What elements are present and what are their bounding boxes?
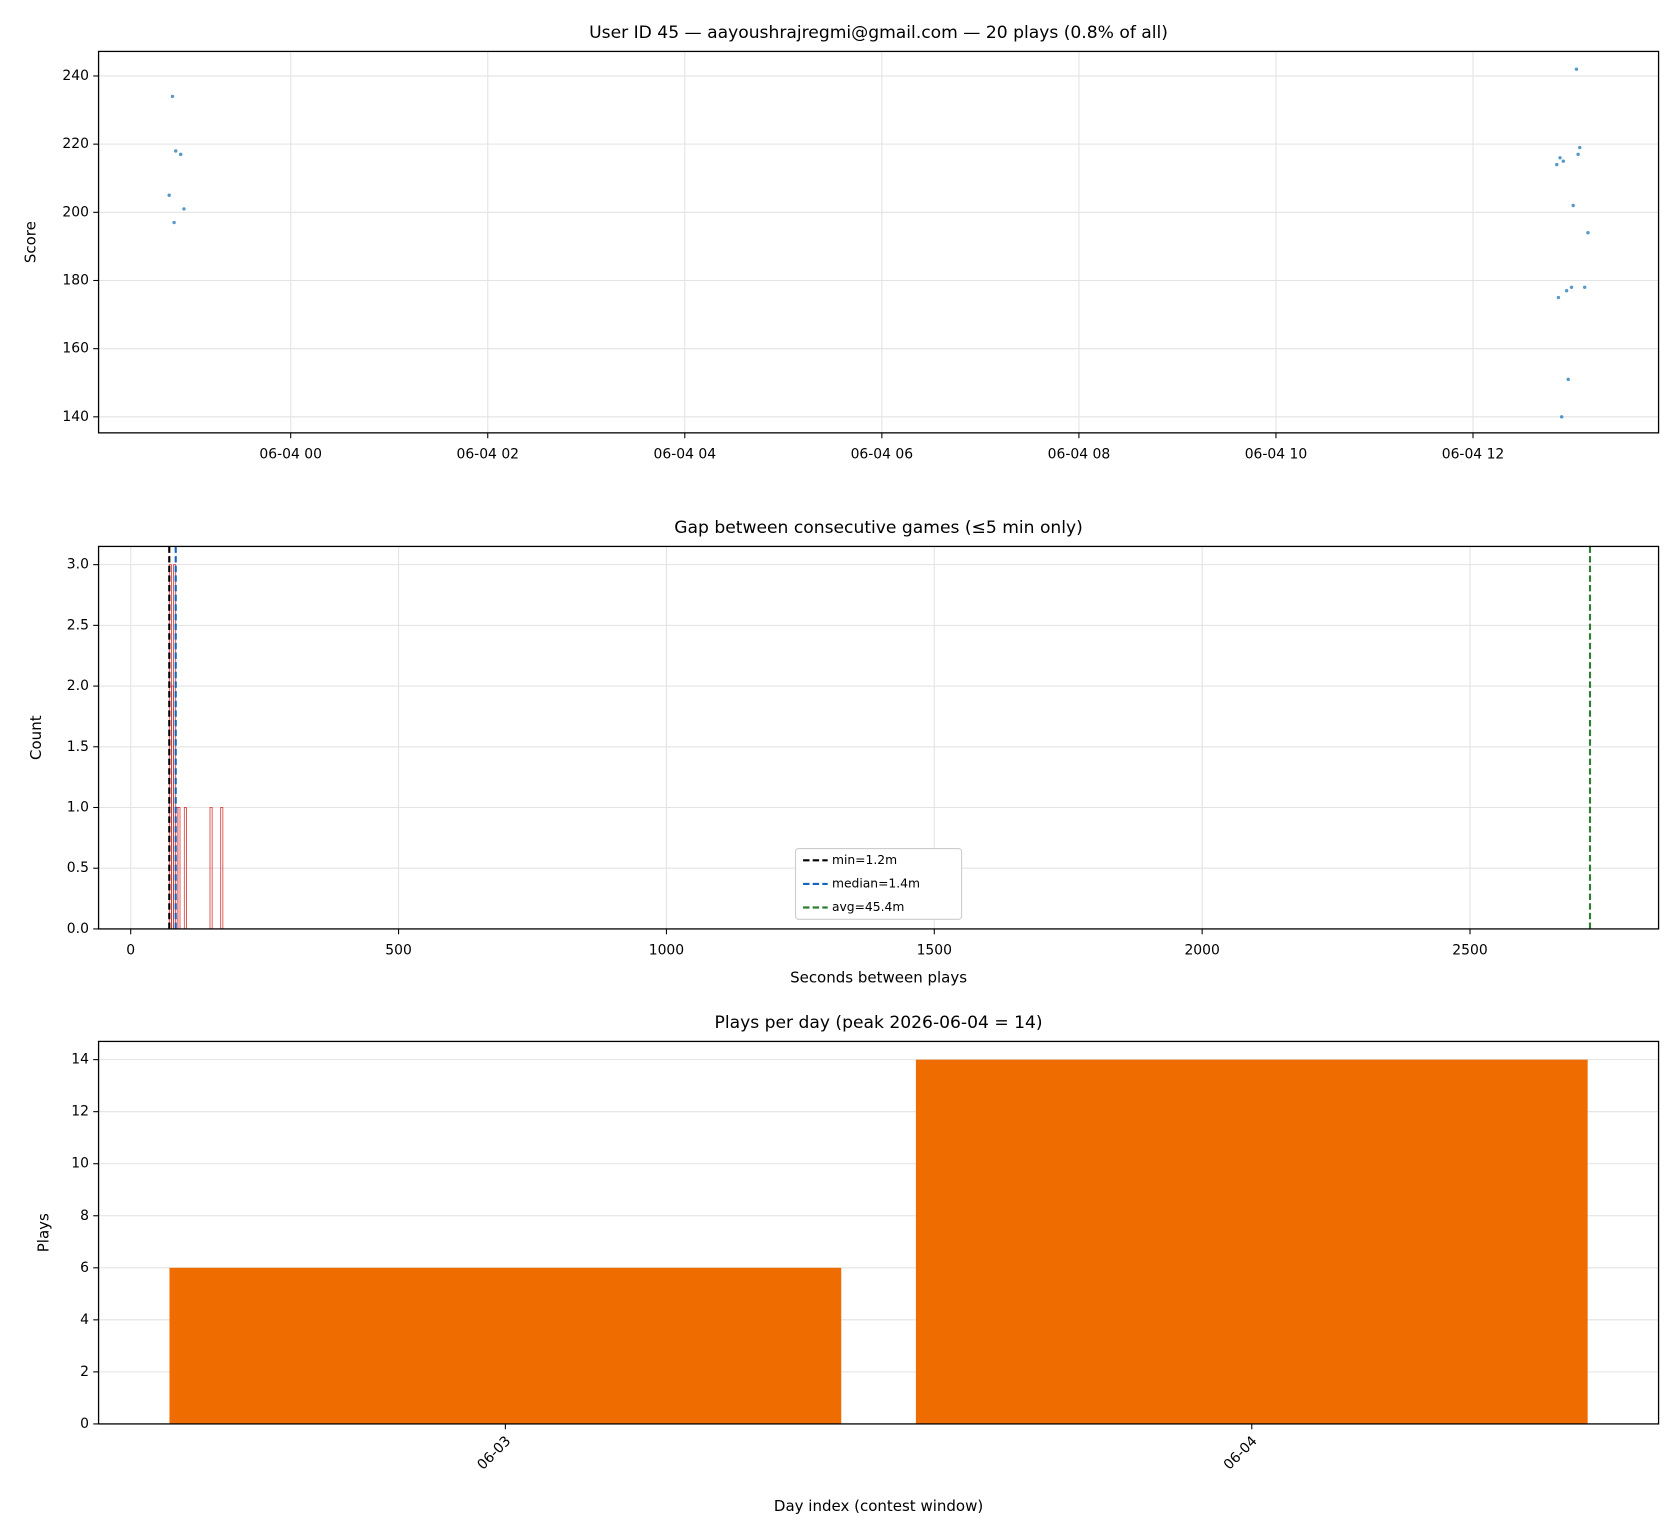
- point: [170, 94, 175, 99]
- legend-label: avg=45.4m: [832, 900, 904, 914]
- axes-frame: [97, 50, 1660, 434]
- point: [1559, 415, 1564, 419]
- chart-title: Gap between consecutive games (≤5 min on…: [674, 518, 1083, 538]
- point: [1564, 289, 1569, 293]
- x-tick-label: 1000: [649, 942, 684, 958]
- legend-label: min=1.2m: [832, 853, 897, 867]
- point: [1571, 203, 1575, 208]
- chart-title: Plays per day (peak 2026-06-04 = 14): [715, 1013, 1043, 1033]
- y-tick-label: 200: [62, 204, 89, 220]
- point: [1576, 152, 1580, 157]
- y-tick-label: 1.5: [67, 739, 89, 755]
- point: [1582, 285, 1587, 290]
- y-tick-label: 8: [80, 1208, 89, 1224]
- x-tick-label: 06-04 08: [1048, 446, 1111, 462]
- y-tick-label: 6: [80, 1260, 89, 1276]
- x-tick-label: 2000: [1184, 942, 1219, 958]
- point: [1566, 377, 1570, 382]
- legend-box: [794, 848, 963, 920]
- y-tick-label: 220: [62, 136, 89, 152]
- y-tick-label: 180: [62, 272, 89, 288]
- y-axis-label: Score: [22, 221, 40, 263]
- x-tick-label: 06-04 10: [1245, 446, 1308, 462]
- y-tick-label: 2: [80, 1364, 89, 1380]
- axes-frame: [97, 1040, 1660, 1425]
- y-tick-label: 4: [80, 1312, 89, 1328]
- point: [1586, 231, 1590, 235]
- x-tick-label: 06-04: [1221, 1433, 1261, 1473]
- point: [1556, 295, 1561, 300]
- point: [1555, 162, 1559, 167]
- y-tick-label: 0.5: [67, 860, 89, 876]
- bar: [169, 1267, 842, 1424]
- y-tick-label: 240: [62, 68, 89, 84]
- point: [172, 220, 176, 225]
- y-tick-label: 14: [71, 1052, 89, 1068]
- point: [1574, 67, 1579, 71]
- x-tick-label: 06-04 00: [259, 446, 322, 462]
- y-tick-label: 2.0: [67, 678, 89, 694]
- x-axis-label: Day index (contest window): [774, 1497, 983, 1515]
- x-axis-label: Seconds between plays: [790, 969, 967, 987]
- point: [178, 152, 183, 157]
- point: [1569, 285, 1574, 290]
- point: [1578, 145, 1582, 150]
- point: [174, 149, 178, 153]
- x-tick-label: 06-03: [474, 1433, 514, 1473]
- axes-frame: [97, 545, 1660, 930]
- y-tick-label: 3.0: [67, 557, 89, 573]
- x-tick-label: 06-04 02: [456, 446, 519, 462]
- bar: [915, 1059, 1588, 1424]
- y-axis-label: Count: [27, 715, 45, 760]
- y-tick-label: 1.0: [67, 800, 89, 816]
- x-tick-label: 500: [385, 942, 412, 958]
- chart-title: User ID 45 — aayoushrajregmi@gmail.com —…: [589, 23, 1168, 43]
- x-tick-label: 06-04 06: [851, 446, 914, 462]
- y-tick-label: 12: [71, 1104, 89, 1120]
- y-tick-label: 140: [62, 409, 89, 425]
- x-tick-label: 0: [126, 942, 135, 958]
- point: [1558, 156, 1562, 160]
- y-tick-label: 160: [62, 341, 89, 357]
- y-tick-label: 0.0: [67, 921, 89, 937]
- y-tick-label: 0: [80, 1416, 89, 1432]
- legend-label: median=1.4m: [832, 876, 920, 890]
- y-axis-label: Plays: [34, 1213, 52, 1252]
- point: [182, 207, 186, 211]
- x-tick-label: 1500: [917, 942, 952, 958]
- x-tick-label: 06-04 12: [1442, 446, 1505, 462]
- x-tick-label: 06-04 04: [654, 446, 717, 462]
- point: [1561, 159, 1566, 163]
- point: [167, 193, 171, 197]
- y-tick-label: 2.5: [67, 617, 89, 633]
- y-tick-label: 10: [71, 1156, 89, 1172]
- x-tick-label: 2500: [1452, 942, 1487, 958]
